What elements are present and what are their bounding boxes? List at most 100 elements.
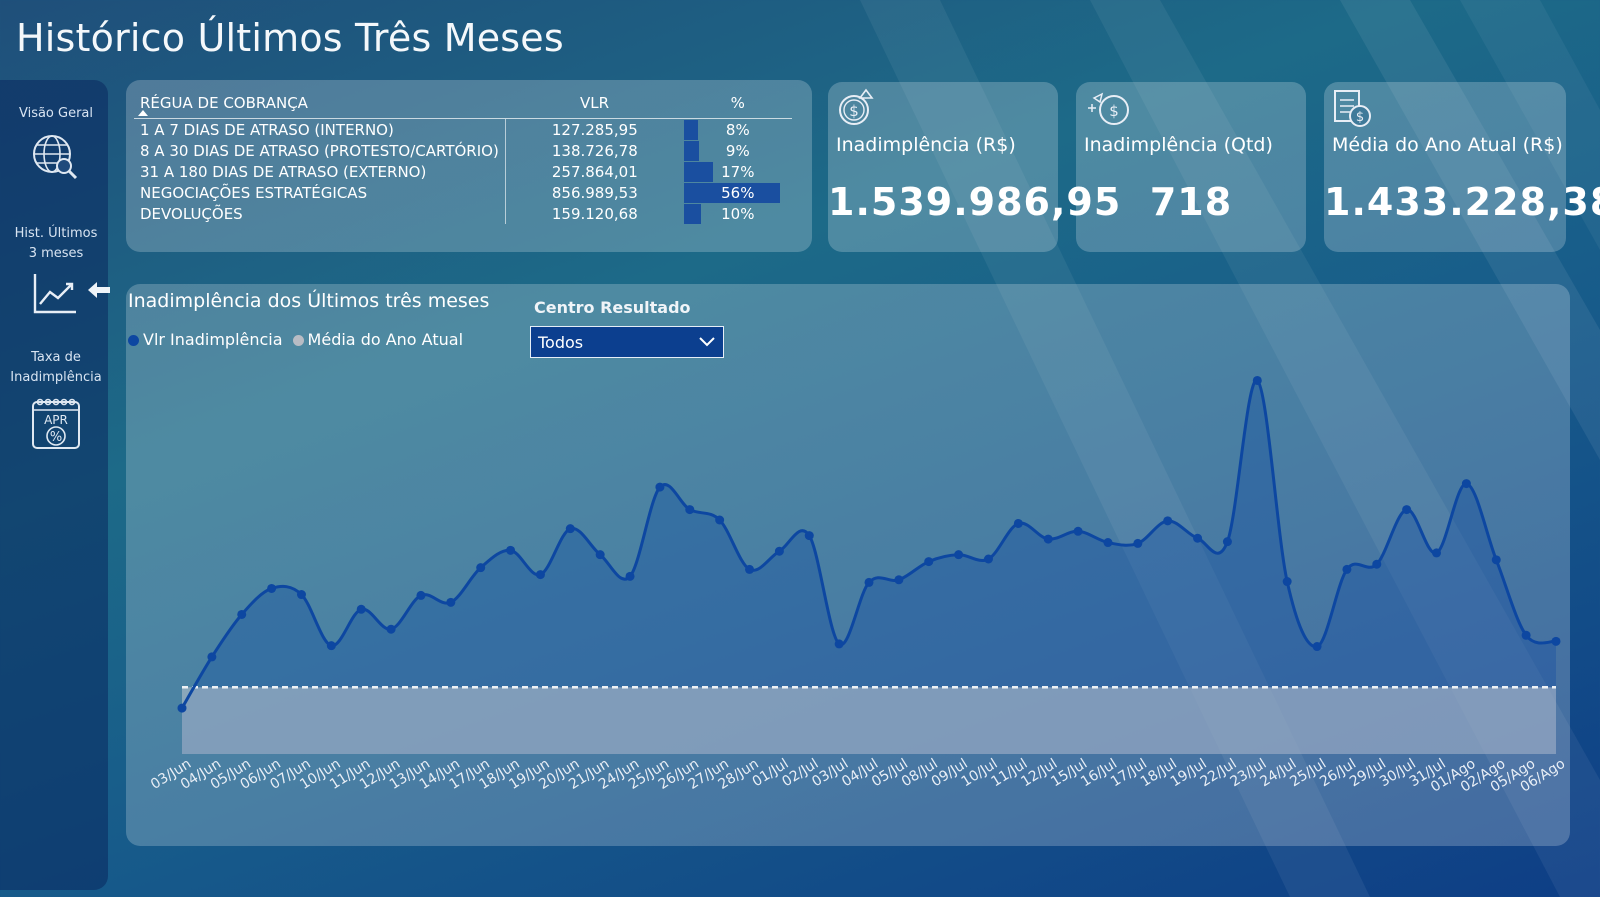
table-row[interactable]: 31 A 180 DIAS DE ATRASO (EXTERNO) 257.864… [134,161,792,182]
data-point-04-Jun[interactable] [207,652,217,662]
data-point-24-Jul[interactable] [1282,577,1292,587]
data-point-09-Jul[interactable] [954,550,964,560]
legend-item-vlr[interactable]: Vlr Inadimplência [128,330,283,349]
data-point-11-Jul[interactable] [1013,518,1023,528]
data-point-27-Jun[interactable] [715,515,725,525]
data-point-07-Jun[interactable] [296,590,306,600]
kpi-inadimplencia-qtd: $ Inadimplência (Qtd) 718 [1076,82,1306,252]
data-point-03-Jun[interactable] [177,703,187,713]
data-point-06-Ago[interactable] [1551,636,1561,646]
invoice-icon: $ [1334,90,1371,127]
row-pct: 17% [683,161,792,182]
data-point-10-Jun[interactable] [326,641,336,651]
nav-visao-geral[interactable]: Visão Geral [0,104,112,182]
legend-label-media: Média do Ano Atual [307,330,464,349]
average-band [182,687,1556,754]
svg-text:$: $ [849,102,859,120]
centro-resultado-dropdown[interactable]: Todos [530,326,724,358]
data-point-25-Jun[interactable] [655,482,665,492]
nav-hist-label-2: 3 meses [28,246,84,261]
data-point-20-Jun[interactable] [565,524,575,534]
row-pct: 56% [683,182,792,203]
data-point-23-Jul[interactable] [1252,375,1262,385]
data-point-06-Jun[interactable] [267,583,277,593]
table-row[interactable]: NEGOCIAÇÕES ESTRATÉGICAS 856.989,53 56% [134,182,792,203]
row-desc: 31 A 180 DIAS DE ATRASO (EXTERNO) [140,162,427,181]
sort-caret-icon [138,110,148,116]
row-pct: 8% [683,119,792,140]
row-desc: NEGOCIAÇÕES ESTRATÉGICAS [140,183,368,202]
data-point-18-Jul[interactable] [1163,516,1173,526]
kpi3-value: 1.433.228,38 [1324,180,1600,224]
kpi-media-ano-atual: $ Média do Ano Atual (R$) 1.433.228,38 [1324,82,1600,252]
row-vlr: 138.726,78 [504,140,684,161]
data-point-10-Jul[interactable] [983,554,993,564]
data-point-21-Jun[interactable] [595,550,605,560]
data-point-30-Jul[interactable] [1402,505,1412,515]
row-vlr: 159.120,68 [504,203,684,224]
row-pct: 9% [683,140,792,161]
chart-legend: Vlr Inadimplência Média do Ano Atual [128,330,463,349]
row-vlr: 127.285,95 [504,118,684,140]
nav-taxa-label-2: Inadimplência [10,370,102,385]
data-point-28-Jun[interactable] [745,564,755,574]
data-point-29-Jul[interactable] [1372,559,1382,569]
trend-chart-icon [33,274,76,314]
data-point-12-Jun[interactable] [386,624,396,634]
data-point-05-Ago[interactable] [1521,630,1531,640]
data-point-03-Jul[interactable] [834,639,844,649]
row-vlr: 856.989,53 [504,182,684,203]
data-point-24-Jun[interactable] [625,571,635,581]
data-point-02-Ago[interactable] [1491,555,1501,565]
regua-cobranca-table: RÉGUA DE COBRANÇA VLR % 1 A 7 DIAS DE AT… [134,88,792,224]
money-bag-icon: $ [839,88,874,125]
data-point-13-Jun[interactable] [416,590,426,600]
nav-hist-ultimos[interactable]: Hist. Últimos 3 meses [0,224,112,316]
svg-text:%: % [50,430,62,445]
data-point-31-Jul[interactable] [1432,548,1442,558]
dropdown-value: Todos [538,333,584,352]
legend-dot-vlr [128,335,139,346]
data-point-05-Jul[interactable] [894,575,904,585]
header-regua[interactable]: RÉGUA DE COBRANÇA [134,88,506,119]
legend-item-media[interactable]: Média do Ano Atual [292,330,464,349]
data-point-11-Jun[interactable] [356,604,366,614]
data-point-17-Jul[interactable] [1133,538,1143,548]
data-point-08-Jul[interactable] [924,557,934,567]
data-point-19-Jul[interactable] [1193,533,1203,543]
header-pct[interactable]: % [683,88,792,119]
regua-cobranca-panel: RÉGUA DE COBRANÇA VLR % 1 A 7 DIAS DE AT… [126,80,812,252]
nav-visao-geral-label: Visão Geral [18,106,94,121]
data-point-02-Jul[interactable] [804,531,814,541]
data-point-18-Jun[interactable] [506,545,516,555]
header-vlr[interactable]: VLR [505,88,684,119]
svg-text:$: $ [1109,102,1119,120]
data-point-12-Jul[interactable] [1043,534,1053,544]
pct-text: 9% [725,141,750,160]
data-point-16-Jul[interactable] [1103,538,1113,548]
data-point-26-Jul[interactable] [1342,564,1352,574]
chart-panel: 03/Jun 04/Jun 05/Jun 06/Jun 07/Jun 10/Jun 11/J… [126,284,1570,846]
pct-bar [683,204,701,224]
table-row[interactable]: 8 A 30 DIAS DE ATRASO (PROTESTO/CARTÓRIO… [134,140,792,161]
data-point-01-Jul[interactable] [774,546,784,556]
data-point-01-Ago[interactable] [1461,479,1471,489]
data-point-22-Jul[interactable] [1222,537,1232,547]
nav-taxa-inadimplencia[interactable]: Taxa de Inadimplência APR % [0,348,112,452]
data-point-26-Jun[interactable] [685,505,695,515]
kpi3-label: Média do Ano Atual (R$) [1332,134,1563,156]
data-point-05-Jun[interactable] [237,609,247,619]
data-point-17-Jun[interactable] [476,563,486,573]
data-point-14-Jun[interactable] [446,597,456,607]
table-row[interactable]: DEVOLUÇÕES 159.120,68 10% [134,203,792,224]
data-point-04-Jul[interactable] [864,577,874,587]
row-desc: 8 A 30 DIAS DE ATRASO (PROTESTO/CARTÓRIO… [140,141,499,160]
nav-hist-label-1: Hist. Últimos [14,226,98,241]
pct-bar [683,183,780,203]
table-row[interactable]: 1 A 7 DIAS DE ATRASO (INTERNO) 127.285,95… [134,118,792,140]
data-point-25-Jul[interactable] [1312,642,1322,652]
data-point-15-Jul[interactable] [1073,526,1083,536]
calendar-percent-icon: APR % [32,398,80,449]
calendar-icon-text: APR [44,413,68,427]
data-point-19-Jun[interactable] [535,570,545,580]
